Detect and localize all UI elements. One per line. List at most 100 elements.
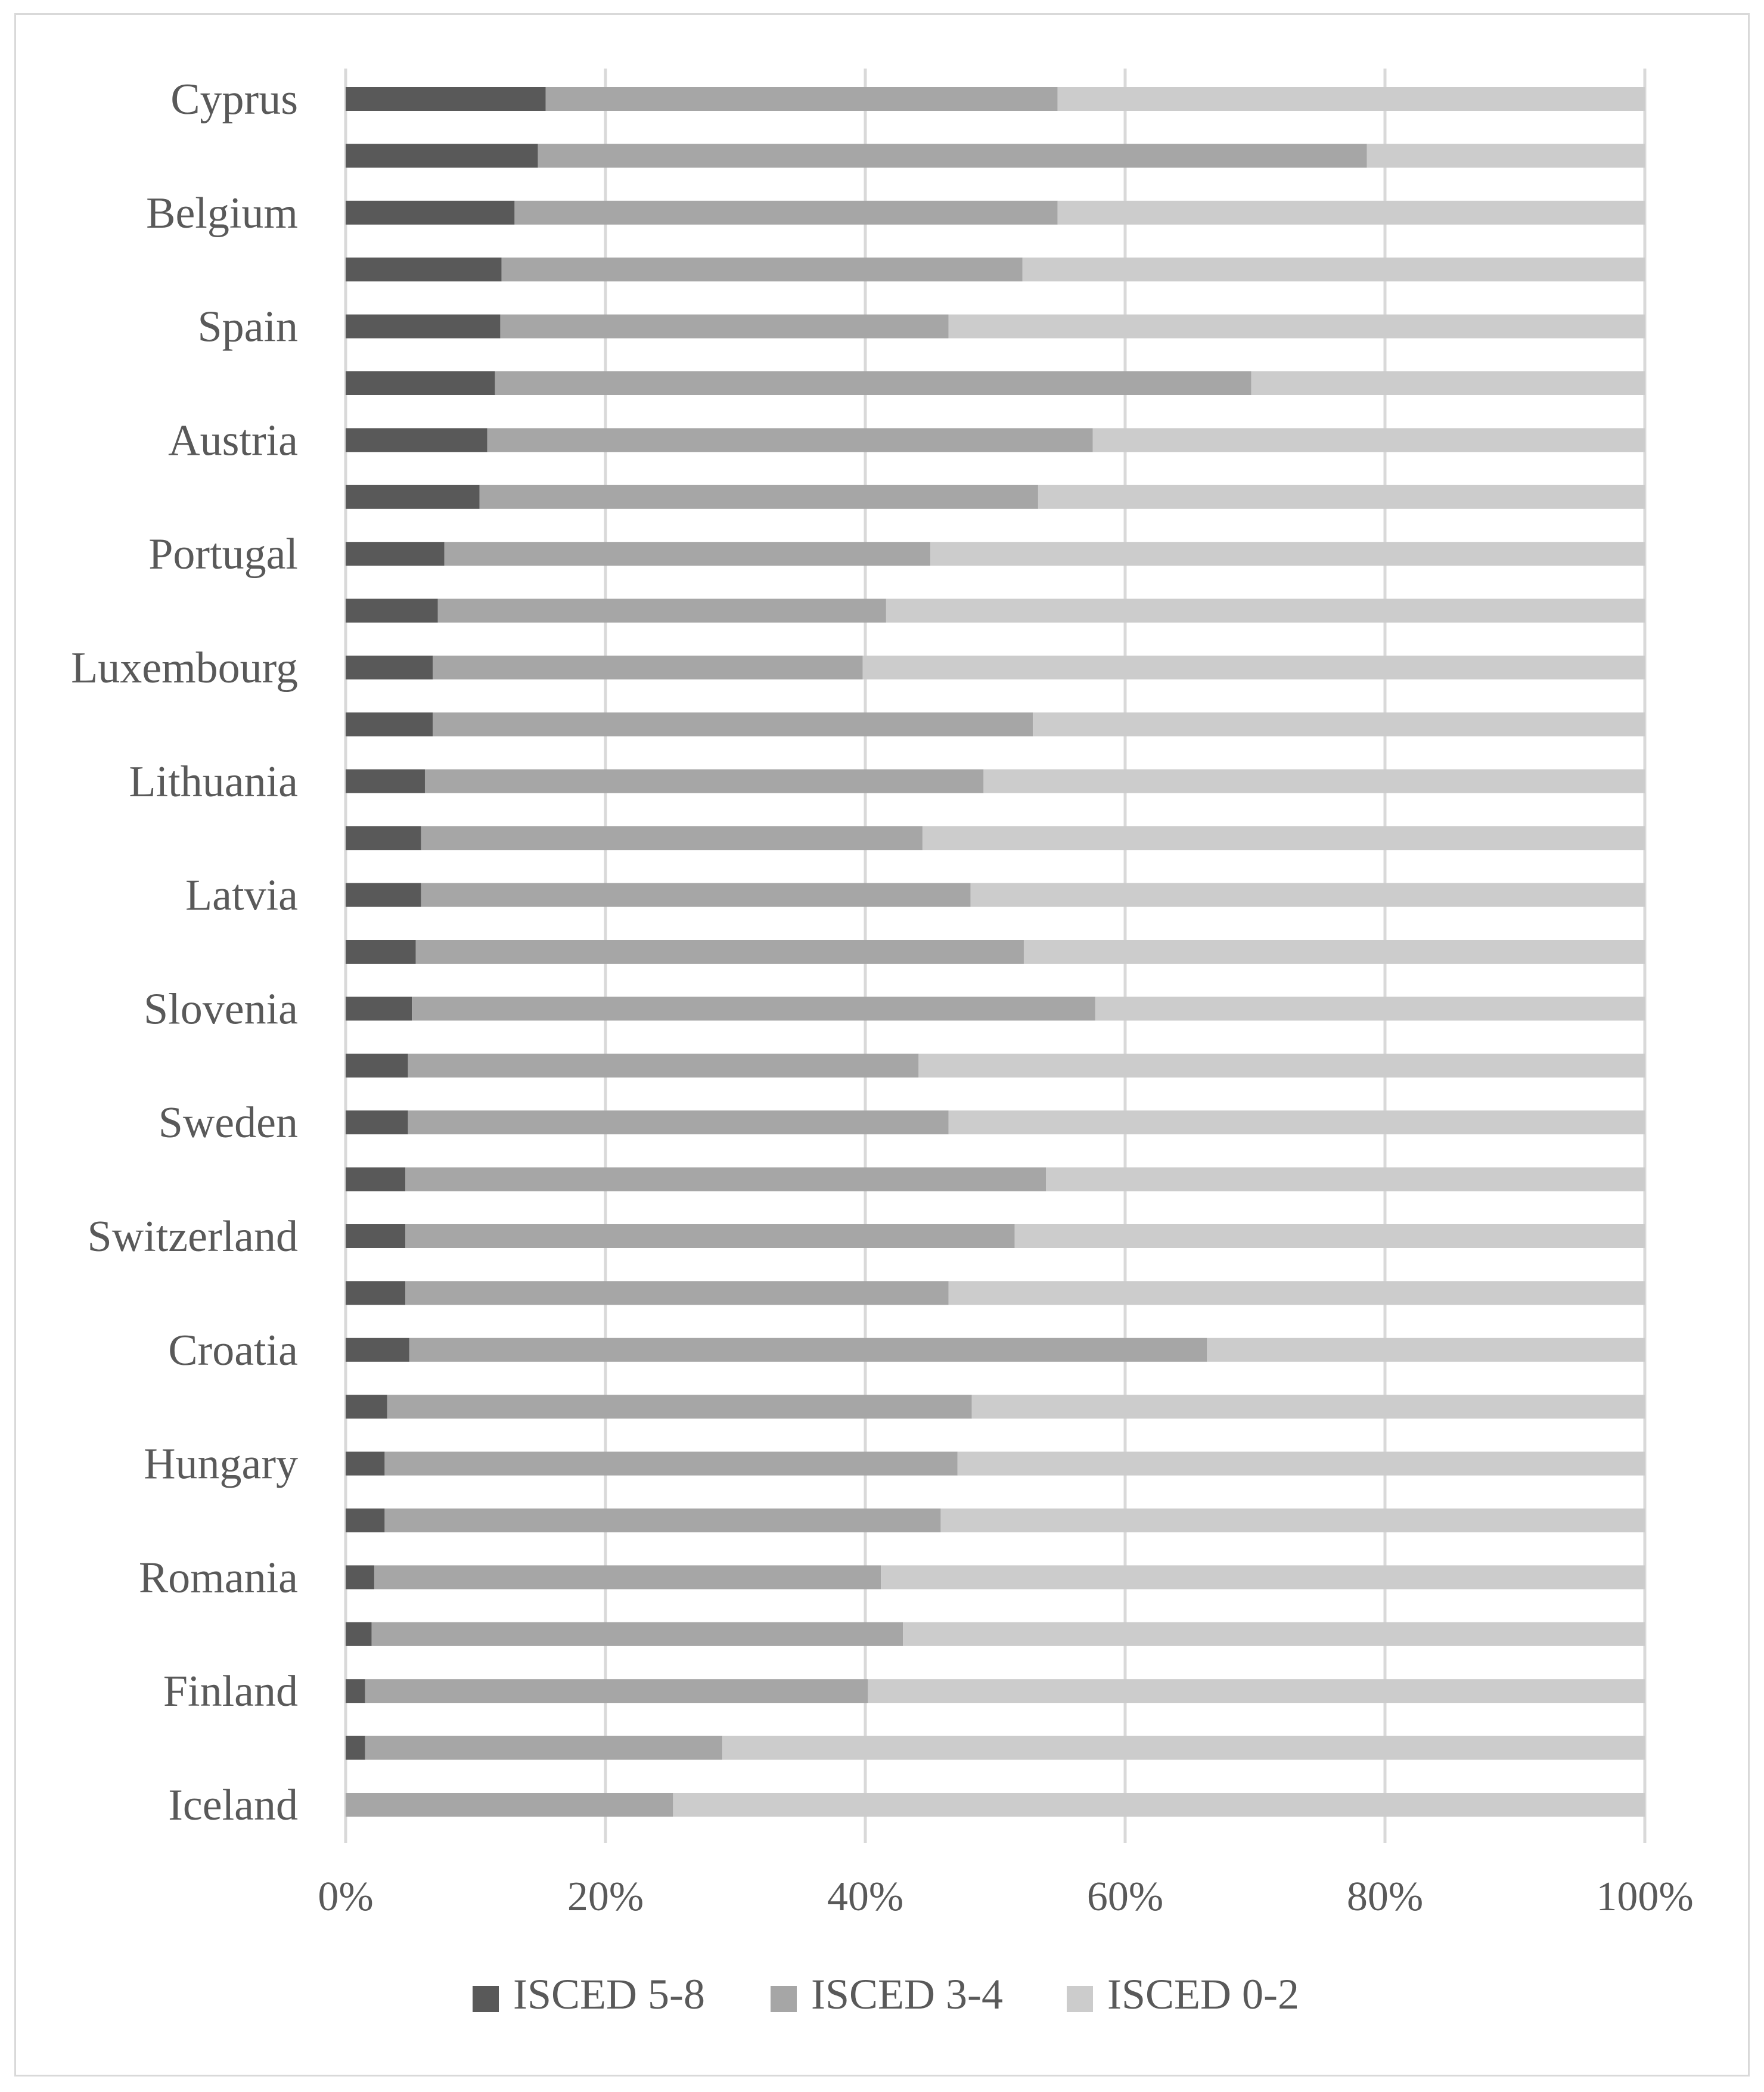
bar-segment — [500, 314, 949, 339]
bar-segment — [514, 200, 1058, 225]
bar-segment — [1033, 712, 1645, 737]
legend-swatch — [473, 1986, 499, 2012]
bar-segment — [405, 1224, 1015, 1248]
bar-segment — [722, 1736, 1645, 1760]
bar-segment — [930, 542, 1645, 566]
bar-segment — [346, 485, 480, 509]
bar-segment — [371, 1622, 903, 1646]
category-label: Portugal — [148, 530, 298, 579]
category-label: Sweden — [159, 1098, 298, 1147]
chart-frame — [14, 13, 1750, 2077]
category-label: Austria — [168, 416, 298, 465]
bar-segment — [346, 1053, 408, 1078]
bar-segment — [886, 598, 1645, 623]
bar-segment — [495, 371, 1251, 395]
bar-segment — [346, 1793, 673, 1817]
bar-segment — [1046, 1167, 1645, 1191]
category-label: Spain — [197, 303, 298, 352]
bar-segment — [1251, 371, 1645, 395]
bar-segment — [346, 997, 412, 1021]
category-label: Iceland — [168, 1781, 298, 1830]
bar-segment — [346, 1451, 385, 1476]
category-label: Latvia — [185, 871, 298, 920]
bar-segment — [346, 1395, 387, 1419]
bar-segment — [346, 1110, 408, 1135]
category-label: Cyprus — [170, 75, 298, 124]
legend-swatch — [771, 1986, 797, 2012]
bar-segment — [365, 1679, 868, 1703]
bar-segment — [346, 87, 546, 111]
category-label: Lithuania — [129, 758, 298, 806]
legend: ISCED 5-8 ISCED 3-4 ISCED 0-2 — [473, 1970, 1299, 2018]
bar-segment — [374, 1565, 881, 1590]
bar-segment — [444, 542, 930, 566]
bar-segment — [538, 144, 1367, 168]
bar-segment — [346, 1736, 365, 1760]
category-labels: Cyprus Belgium Spain Austria Portugal Luxembo… — [71, 75, 298, 1830]
bar-segment — [408, 1110, 949, 1135]
bar-segment — [346, 883, 421, 907]
bar-segment — [384, 1509, 941, 1532]
x-tick-label: 60% — [1087, 1874, 1163, 1920]
category-label: Croatia — [168, 1326, 298, 1375]
bar-segment — [1207, 1337, 1645, 1362]
bar-segment — [1057, 87, 1645, 111]
category-label: Hungary — [144, 1440, 298, 1489]
bar-segment — [387, 1395, 972, 1419]
category-label: Luxembourg — [71, 644, 298, 693]
bar-segment — [922, 826, 1645, 851]
bar-segment — [970, 883, 1645, 907]
bar-segment — [479, 485, 1038, 509]
bar-segment — [346, 314, 501, 339]
bar-segment — [1095, 997, 1645, 1021]
bar-segment — [346, 1622, 372, 1646]
bar-segment — [346, 1281, 406, 1305]
legend-swatch — [1067, 1986, 1093, 2012]
bar-segment — [346, 200, 515, 225]
x-tick-label: 80% — [1347, 1874, 1423, 1920]
x-tick-label: 20% — [567, 1874, 644, 1920]
bar-segment — [918, 1053, 1645, 1078]
bar-segment — [405, 1167, 1046, 1191]
legend-label: ISCED 5-8 — [513, 1970, 705, 2018]
bar-segment — [437, 598, 886, 623]
bar-segment — [412, 997, 1095, 1021]
bar-segment — [346, 656, 433, 679]
bar-segment — [421, 883, 971, 907]
bar-segment — [346, 1509, 385, 1532]
bar-segment — [673, 1793, 1645, 1817]
bar-segment — [408, 1053, 919, 1078]
bar-segment — [346, 826, 421, 851]
bar-segment — [1014, 1224, 1645, 1248]
bar-segment — [346, 542, 445, 566]
bar-segment — [405, 1281, 949, 1305]
bar-segment — [948, 1281, 1645, 1305]
bar-segment — [346, 1565, 374, 1590]
bar-segment — [1367, 144, 1645, 168]
bar-segment — [346, 1337, 409, 1362]
bar-segment — [346, 1224, 406, 1248]
bar-segment — [365, 1736, 723, 1760]
bar-segment — [346, 940, 416, 964]
bar-segment — [346, 769, 425, 793]
bar-segment — [1023, 940, 1645, 964]
bar-segment — [346, 598, 438, 623]
legend-label: ISCED 0-2 — [1107, 1970, 1299, 2018]
bars — [346, 87, 1645, 1817]
category-label: Belgium — [146, 189, 298, 238]
bar-segment — [1057, 200, 1645, 225]
bar-segment — [948, 1110, 1645, 1135]
category-label: Finland — [163, 1667, 298, 1716]
bar-segment — [1022, 257, 1645, 282]
bar-segment — [501, 257, 1023, 282]
category-label: Slovenia — [144, 985, 298, 1033]
bar-segment — [957, 1451, 1645, 1476]
bar-segment — [433, 712, 1033, 737]
bar-segment — [421, 826, 923, 851]
x-tick-labels: 0% 20% 40% 60% 80% 100% — [318, 1874, 1693, 1920]
bar-segment — [1092, 428, 1645, 452]
bar-segment — [346, 144, 538, 168]
bar-segment — [940, 1509, 1645, 1532]
bar-segment — [971, 1395, 1645, 1419]
